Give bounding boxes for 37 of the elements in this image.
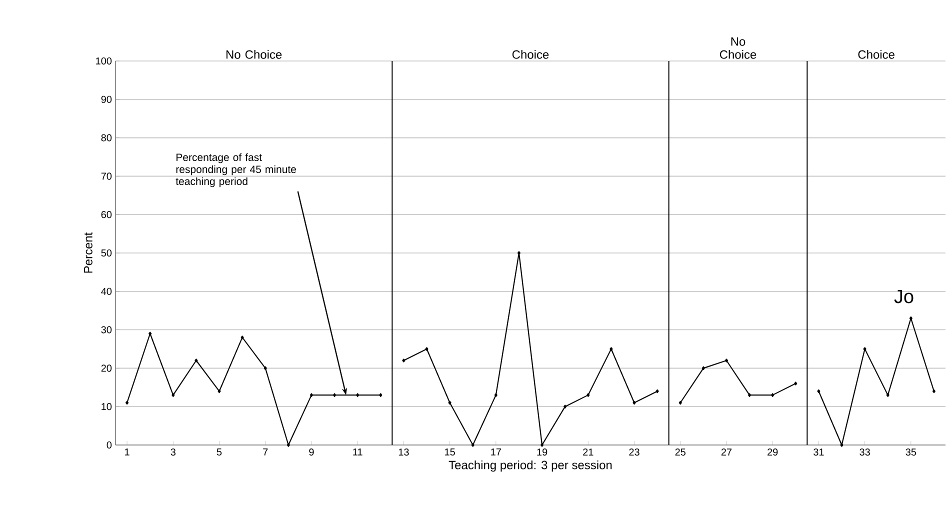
- text: No Choice: [720, 37, 756, 59]
- y-tick-label: 70: [101, 172, 112, 180]
- x-tick-label: 5: [216, 448, 222, 456]
- text: Choice: [512, 50, 549, 59]
- x-tick-label: 13: [398, 448, 409, 456]
- y-tick-label: 60: [101, 211, 112, 218]
- y-tick-label: 90: [101, 96, 112, 103]
- x-tick-label: 19: [537, 448, 548, 456]
- y-tick-label: 20: [101, 364, 112, 372]
- x-tick-label: 31: [814, 448, 824, 456]
- text: Choice: [858, 50, 894, 59]
- x-tick-label: 35: [906, 448, 916, 456]
- x-tick-label: 17: [491, 448, 501, 456]
- y-tick-label: 0: [106, 441, 112, 449]
- x-tick-label: 7: [263, 448, 268, 456]
- x-tick-label: 23: [629, 448, 640, 456]
- y-tick-label: 100: [96, 57, 112, 65]
- x-tick-label: 27: [721, 448, 732, 456]
- x-tick-label: 33: [860, 448, 870, 456]
- x-tick-label: 21: [583, 448, 594, 456]
- x-tick-label: 3: [170, 448, 176, 456]
- x-tick-label: 9: [309, 448, 314, 456]
- y-tick-label: 10: [102, 403, 112, 410]
- y-tick-label: 30: [101, 326, 112, 334]
- x-tick-label: 29: [768, 448, 778, 456]
- text: No Choice: [226, 50, 282, 59]
- y-tick-label: 80: [101, 134, 112, 142]
- x-tick-label: 15: [445, 448, 455, 456]
- x-axis-title: Teaching period: 3 per session: [448, 460, 612, 472]
- y-tick-label: 40: [101, 288, 112, 295]
- y-tick-label: 50: [101, 249, 112, 257]
- annotation: Percentage of fast responding per 45 minute teaching period: [176, 153, 296, 188]
- annotation: Jo: [894, 290, 914, 304]
- x-tick-label: 25: [675, 448, 686, 456]
- x-tick-label: 11: [353, 448, 362, 456]
- x-tick-label: 1: [125, 448, 130, 456]
- y-axis-title: Percent: [84, 232, 92, 273]
